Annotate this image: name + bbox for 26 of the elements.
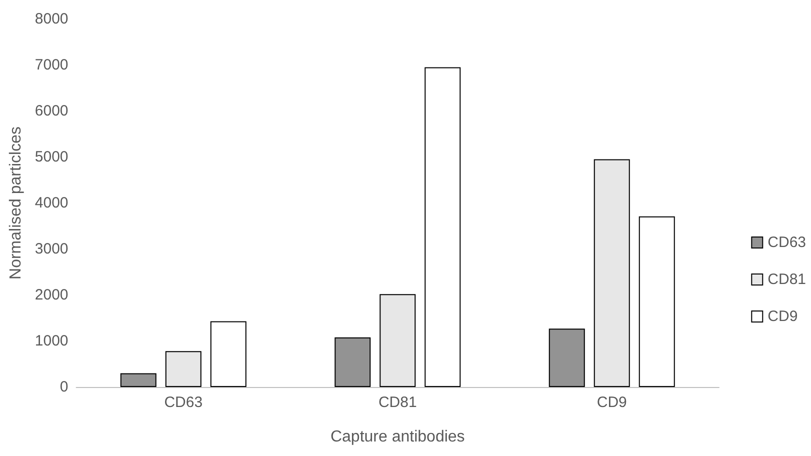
bar [165, 351, 202, 387]
y-tick-label: 6000 [34, 102, 68, 120]
y-tick-label: 2000 [34, 286, 68, 304]
bar [120, 373, 156, 387]
bar [380, 294, 416, 387]
bar [594, 159, 630, 387]
legend-label: CD81 [768, 271, 806, 288]
x-axis-title: Capture antibodies [330, 428, 465, 446]
y-tick-label: 3000 [34, 240, 68, 258]
bar [334, 337, 371, 387]
y-tick-label: 8000 [34, 10, 68, 28]
y-tick-label: 5000 [34, 148, 68, 166]
bar [210, 321, 246, 387]
y-tick-label: 7000 [34, 56, 68, 74]
bar [638, 216, 675, 387]
y-tick-label: 0 [60, 378, 68, 396]
y-tick-label: 1000 [34, 332, 68, 350]
bar [548, 328, 585, 387]
y-axis-title: Normalised particlces [8, 126, 24, 280]
x-tick-label: CD9 [596, 394, 627, 411]
bar [424, 67, 461, 387]
x-tick-label: CD81 [378, 394, 417, 411]
legend-label: CD63 [768, 234, 806, 251]
y-tick-label: 4000 [34, 194, 68, 212]
x-tick-label: CD63 [164, 394, 203, 411]
legend-label: CD9 [768, 308, 798, 325]
